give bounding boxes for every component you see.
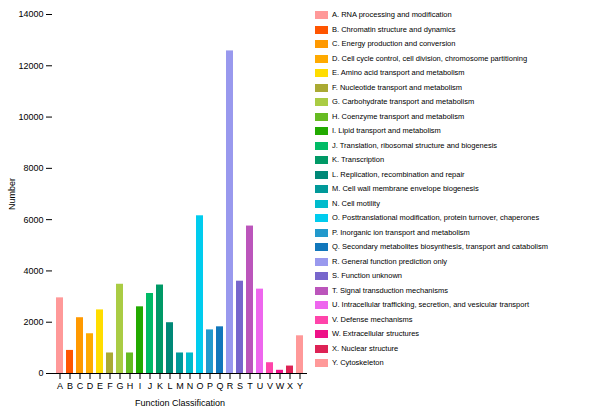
html-text:E. Amino acid transport and me: E. Amino acid transport and metabolism (332, 68, 465, 77)
svg-text:U: U (257, 381, 264, 391)
html-text:R. General function prediction: R. General function prediction only (332, 256, 448, 266)
svg-text:V: V (267, 381, 273, 391)
html-text:X. Nuclear structure: X. Nuclear structure (332, 343, 399, 353)
html-text:U. Intracellular trafficking,: U. Intracellular trafficking, secretion,… (332, 300, 529, 309)
svg-text:N: N (187, 381, 194, 391)
svg-text:R: R (227, 381, 234, 391)
svg-text:2000: 2000 (23, 317, 43, 327)
svg-text:X: X (287, 381, 293, 391)
html-text:O. Posttranslational modificat: O. Posttranslational modification, prote… (332, 213, 540, 222)
html-text:K. Transcription: K. Transcription (332, 155, 385, 164)
html-text:A. RNA processing and modifica: A. RNA processing and modification (332, 10, 452, 19)
svg-text:L: L (167, 381, 172, 391)
svg-text:Y: Y (297, 381, 303, 391)
html-text:H. Coenzyme transport and meta: H. Coenzyme transport and metabolism (332, 111, 465, 121)
html-text:Y. Cytoskeleton: Y. Cytoskeleton (332, 358, 384, 367)
svg-text:P: P (207, 381, 213, 391)
html-text:G. Carbohydrate transport and: G. Carbohydrate transport and metabolism (332, 97, 475, 106)
html-text:S. Function unknown: S. Function unknown (332, 271, 402, 280)
svg-text:W: W (276, 381, 285, 391)
html-text:N. Cell motility: N. Cell motility (332, 198, 380, 208)
html-text:L. Replication, recombination: L. Replication, recombination and repair (332, 169, 465, 179)
svg-text:S: S (237, 381, 243, 391)
svg-text:12000: 12000 (18, 61, 43, 71)
html-text:J. Translation, ribosomal stru: J. Translation, ribosomal structure and … (332, 140, 498, 150)
svg-text:H: H (127, 381, 134, 391)
html-text:D. Cell cycle control, cell di: D. Cell cycle control, cell division, ch… (332, 53, 528, 63)
html-text:P. Inorganic ion transport and: P. Inorganic ion transport and metabolis… (332, 227, 470, 237)
svg-text:T: T (247, 381, 253, 391)
svg-text:8000: 8000 (23, 163, 43, 173)
svg-text:D: D (87, 381, 94, 391)
svg-text:10000: 10000 (18, 112, 43, 122)
svg-text:Q: Q (216, 381, 223, 391)
html-text:I. Lipid transport and metabol: I. Lipid transport and metabolism (332, 126, 441, 135)
svg-text:4000: 4000 (23, 266, 43, 276)
svg-text:Number: Number (7, 178, 17, 210)
svg-text:M: M (176, 381, 184, 391)
svg-text:C: C (77, 381, 84, 391)
svg-text:G: G (116, 381, 123, 391)
html-text:M. Cell wall membrane envelope: M. Cell wall membrane envelope biogenesi… (332, 184, 479, 193)
svg-text:E: E (97, 381, 103, 391)
html-text:T. Signal transduction mechani: T. Signal transduction mechanisms (332, 285, 448, 295)
html-text:Q. Secondary metabolites biosy: Q. Secondary metabolites biosynthesis, t… (332, 242, 548, 251)
svg-text:J: J (148, 381, 153, 391)
html-text:F. Nucleotide transport and me: F. Nucleotide transport and metabolism (332, 82, 463, 92)
svg-text:O: O (196, 381, 203, 391)
svg-text:A: A (57, 381, 63, 391)
html-text:V. Defense mechanisms: V. Defense mechanisms (332, 314, 413, 324)
html-text:W. Extracellular structures: W. Extracellular structures (332, 329, 420, 338)
svg-text:6000: 6000 (23, 215, 43, 225)
svg-text:14000: 14000 (18, 9, 43, 19)
svg-text:F: F (107, 381, 113, 391)
svg-text:I: I (139, 381, 142, 391)
svg-text:0: 0 (38, 368, 43, 378)
html-text:C. Energy production and conve: C. Energy production and conversion (332, 39, 456, 48)
html-text:B. Chromatin structure and dyn: B. Chromatin structure and dynamics (332, 24, 456, 34)
svg-text:Function Classification: Function Classification (135, 398, 225, 408)
svg-text:B: B (67, 381, 73, 391)
svg-text:K: K (157, 381, 163, 391)
